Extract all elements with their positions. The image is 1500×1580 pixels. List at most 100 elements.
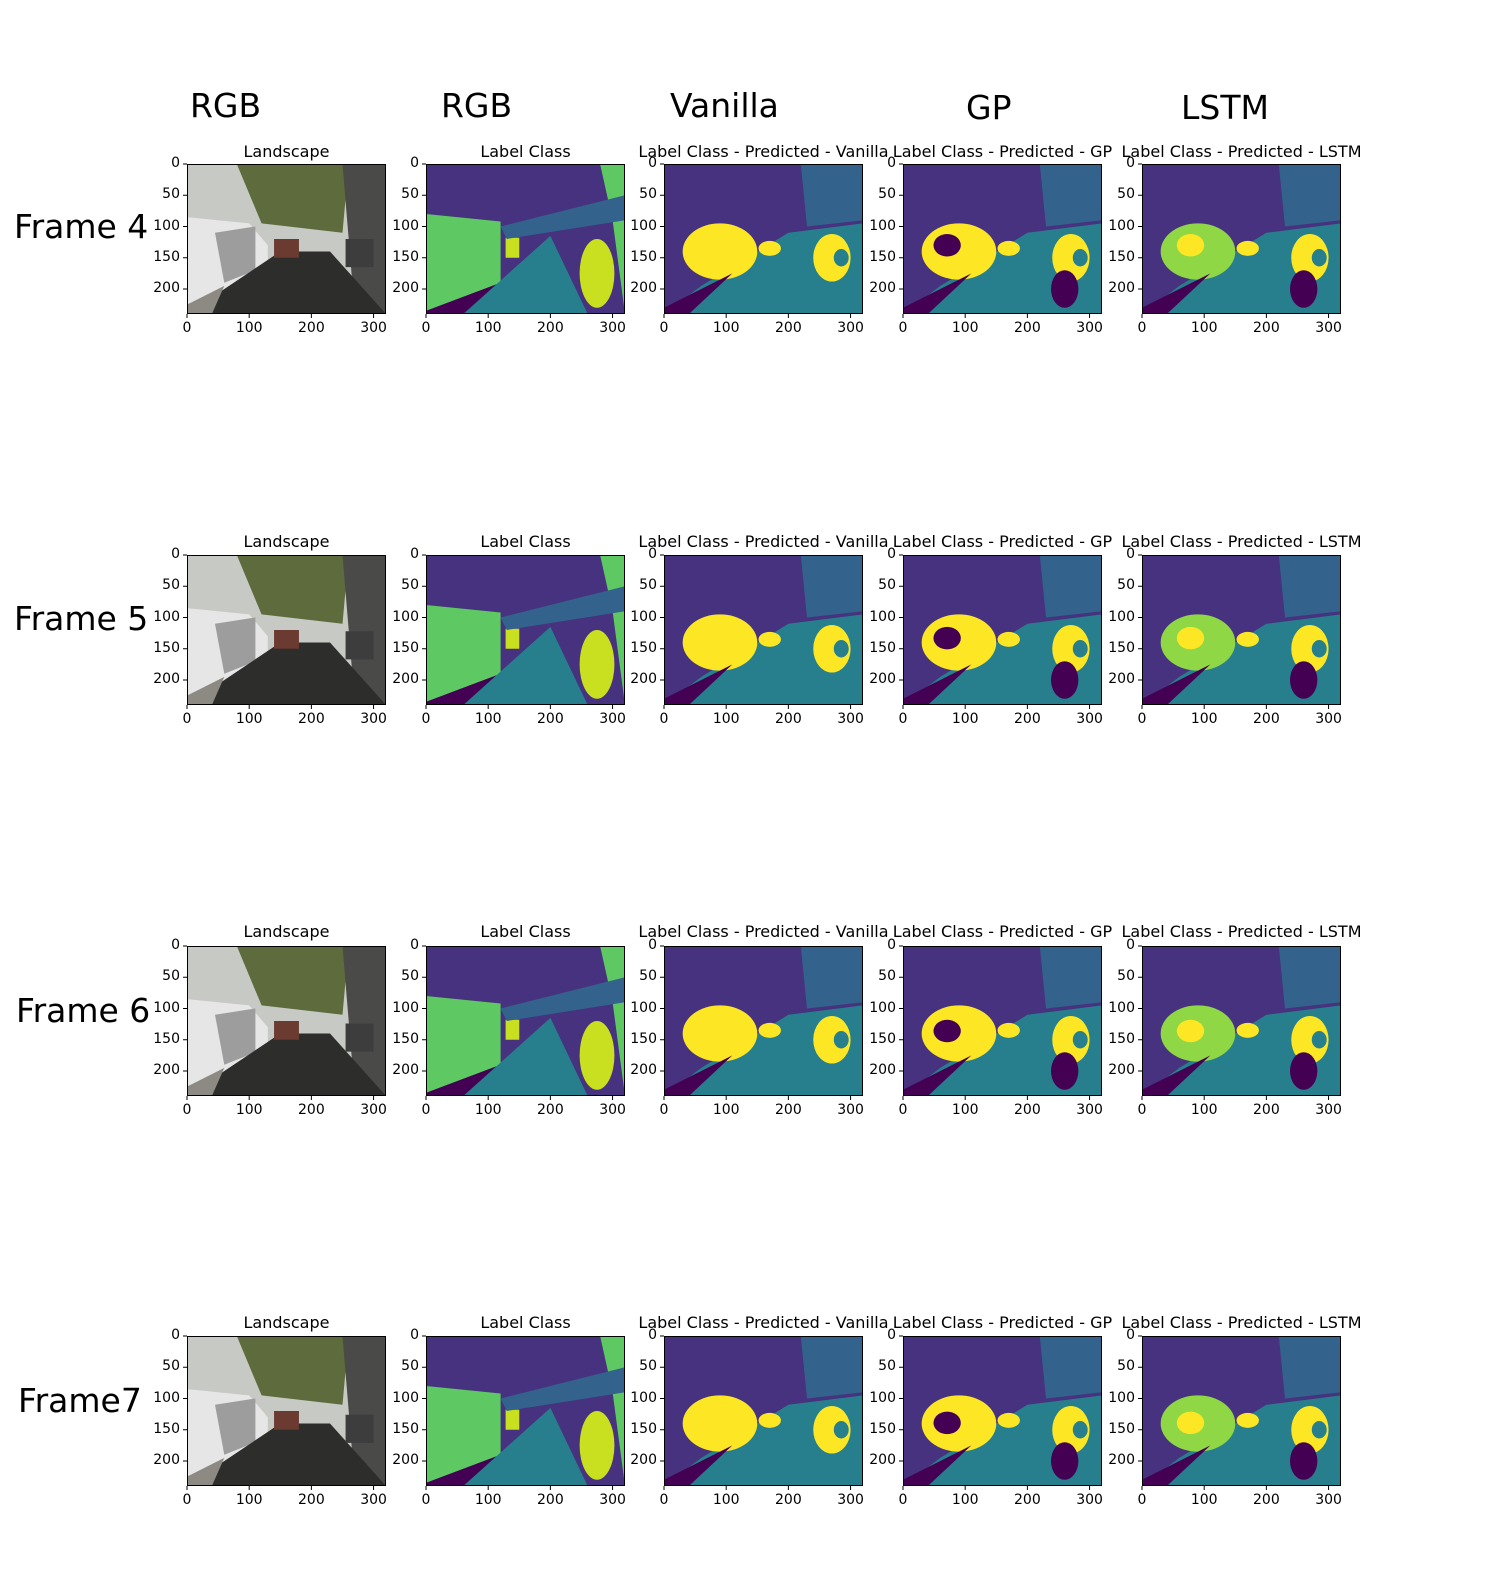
- x-tick-label: 0: [898, 1492, 908, 1508]
- x-tick-label: 100: [1190, 320, 1218, 336]
- y-tick-label: 100: [1108, 999, 1135, 1016]
- panel-r0-c2: [660, 163, 863, 318]
- x-tick-label: 0: [659, 1102, 669, 1118]
- left-blob-pred: [702, 1019, 730, 1043]
- panel-title: Landscape: [243, 142, 330, 161]
- y-tick-label: 150: [392, 639, 419, 656]
- panel-title: Label Class - Predicted - GP: [892, 1313, 1113, 1332]
- panel-title: Label Class - Predicted - GP: [892, 142, 1113, 161]
- panel-title: Label Class - Predicted - LSTM: [1121, 142, 1362, 161]
- y-tick-label: 100: [869, 999, 896, 1016]
- right-hole-pred: [1072, 1421, 1088, 1439]
- x-tick-label: 200: [1014, 1492, 1041, 1508]
- x-tick-label: 200: [1014, 711, 1041, 727]
- column-header-vanilla: Vanilla: [670, 86, 779, 125]
- x-tick-label: 0: [421, 1492, 431, 1508]
- left-region-pred: [921, 223, 997, 280]
- right-hole-pred: [1311, 1031, 1327, 1049]
- y-tick-label: 50: [639, 577, 657, 594]
- panel-frame: [187, 1336, 386, 1486]
- x-tick-label: 300: [837, 711, 864, 727]
- x-tick-label: 0: [421, 320, 431, 336]
- wall-shadow: [215, 1398, 256, 1455]
- sidewalk: [187, 1067, 225, 1096]
- parked-car: [345, 239, 374, 268]
- x-tick-label: 100: [235, 711, 263, 727]
- x-tick-label: 100: [474, 1102, 502, 1118]
- y-tick-label: 200: [153, 1452, 180, 1468]
- x-tick-label: 300: [1076, 320, 1103, 336]
- y-tick-label: 150: [1108, 1030, 1135, 1047]
- car: [274, 1411, 299, 1430]
- panel-image: [903, 946, 1102, 1096]
- right-vehicle-pred: [1291, 1016, 1329, 1064]
- x-tick-label: 0: [182, 711, 192, 727]
- right-vehicle-pred: [813, 1406, 851, 1454]
- y-tick-label: 100: [630, 217, 657, 234]
- left-blob-pred: [933, 626, 961, 650]
- building-pred: [1039, 164, 1102, 227]
- x-tick-label: 100: [235, 1492, 263, 1508]
- panel-r0-c3: [899, 163, 1102, 318]
- panel-title: Label Class - Predicted - LSTM: [1121, 532, 1362, 551]
- car-class: [505, 237, 520, 258]
- x-tick-label: 300: [599, 320, 626, 336]
- y-tick-label: 100: [392, 1389, 419, 1406]
- y-tick-label: 200: [153, 671, 180, 687]
- right-vehicle-pred: [1052, 1406, 1090, 1454]
- trees: [236, 1336, 349, 1405]
- panel-image: [187, 1336, 386, 1486]
- panel-r0-c4: [1138, 163, 1341, 318]
- y-tick-label: 0: [648, 546, 657, 562]
- right-vehicle-pred: [813, 1016, 851, 1064]
- building-edge-class: [500, 586, 625, 630]
- panel-image: [426, 946, 625, 1096]
- x-tick-label: 300: [599, 711, 626, 727]
- x-tick-label: 200: [537, 1492, 564, 1508]
- row-label-frame-7: Frame7: [18, 1381, 142, 1420]
- panel-image: [903, 555, 1102, 705]
- y-tick-label: 100: [392, 608, 419, 625]
- y-tick-label: 0: [171, 546, 180, 562]
- panel-image: [903, 1336, 1102, 1486]
- x-tick-label: 0: [182, 1102, 192, 1118]
- y-tick-label: 150: [153, 639, 180, 656]
- panel-title: Landscape: [243, 532, 330, 551]
- x-tick-label: 200: [775, 1492, 802, 1508]
- y-tick-label: 50: [401, 577, 419, 594]
- y-tick-label: 0: [648, 155, 657, 171]
- shadow-pred: [1290, 270, 1318, 308]
- shadow-pred: [1290, 661, 1318, 699]
- x-tick-label: 300: [1315, 1102, 1342, 1118]
- x-tick-label: 300: [1076, 711, 1103, 727]
- x-tick-label: 0: [1137, 320, 1147, 336]
- building-pred: [800, 164, 863, 227]
- right-hole-pred: [1311, 1421, 1327, 1439]
- y-tick-label: 100: [869, 608, 896, 625]
- column-header-gp: GP: [966, 88, 1012, 127]
- x-tick-label: 0: [182, 320, 192, 336]
- x-tick-label: 0: [421, 1102, 431, 1118]
- y-tick-label: 200: [630, 1452, 657, 1468]
- x-tick-label: 300: [599, 1102, 626, 1118]
- panel-frame: [187, 555, 386, 705]
- panel-title: Label Class: [480, 142, 571, 161]
- y-tick-label: 150: [869, 1420, 896, 1437]
- y-tick-label: 100: [630, 608, 657, 625]
- y-tick-label: 100: [1108, 1389, 1135, 1406]
- y-tick-label: 100: [392, 999, 419, 1016]
- y-tick-label: 50: [162, 577, 180, 594]
- y-tick-label: 50: [401, 968, 419, 985]
- x-tick-label: 200: [537, 711, 564, 727]
- right-hole-pred: [1311, 249, 1327, 267]
- building-pred: [800, 1336, 863, 1399]
- x-tick-label: 300: [1315, 1492, 1342, 1508]
- left-blob-pred: [933, 234, 961, 257]
- x-tick-label: 200: [298, 1102, 325, 1118]
- vehicle-class: [579, 1021, 615, 1090]
- right-vehicle-pred: [813, 625, 851, 673]
- x-tick-label: 0: [898, 711, 908, 727]
- building-pred: [1278, 1336, 1341, 1399]
- panel-r1-c2: [660, 554, 863, 709]
- sidewalk-class: [426, 1064, 501, 1096]
